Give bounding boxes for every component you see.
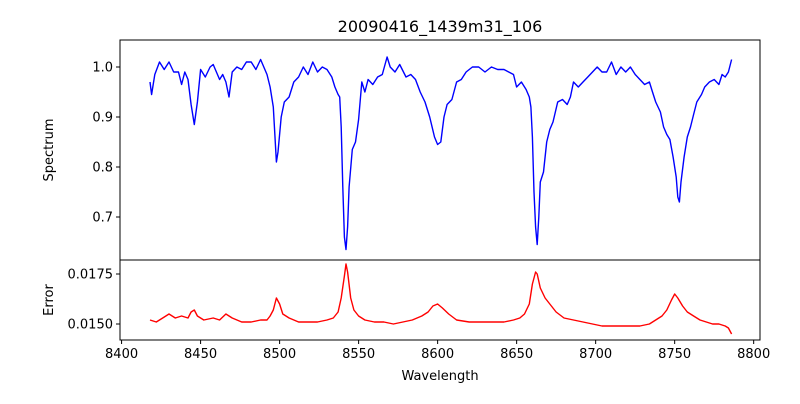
y-tick-label: 0.8 — [92, 161, 113, 176]
y-tick-label: 0.0150 — [68, 318, 114, 333]
x-tick-label: 8800 — [737, 347, 770, 362]
chart-title: 20090416_1439m31_106 — [338, 17, 543, 37]
error-axes: 0.0150 0.0175 8400 8450 8500 8550 8600 8650 8700… — [68, 259, 770, 362]
x-tick-label: 8500 — [263, 347, 296, 362]
x-tick-label: 8400 — [105, 347, 138, 362]
axes-frame — [119, 259, 761, 341]
spectrum-series-line — [149, 56, 733, 251]
y-axis-label-spectrum: Spectrum — [42, 119, 57, 182]
x-tick-label: 8600 — [421, 347, 454, 362]
x-tick-label: 8650 — [500, 347, 533, 362]
x-axis-label: Wavelength — [401, 369, 478, 384]
y-tick-label: 0.7 — [92, 211, 113, 226]
y-tick-label: 0.0175 — [68, 268, 114, 283]
x-tick-label: 8700 — [579, 347, 612, 362]
x-tick-label: 8450 — [184, 347, 217, 362]
x-tick-label: 8550 — [342, 347, 375, 362]
y-tick-label: 1.0 — [92, 61, 113, 76]
y-tick-label: 0.9 — [92, 111, 113, 126]
error-series-line — [149, 263, 733, 335]
y-axis-label-error: Error — [42, 284, 57, 316]
x-tick-label: 8750 — [658, 347, 691, 362]
